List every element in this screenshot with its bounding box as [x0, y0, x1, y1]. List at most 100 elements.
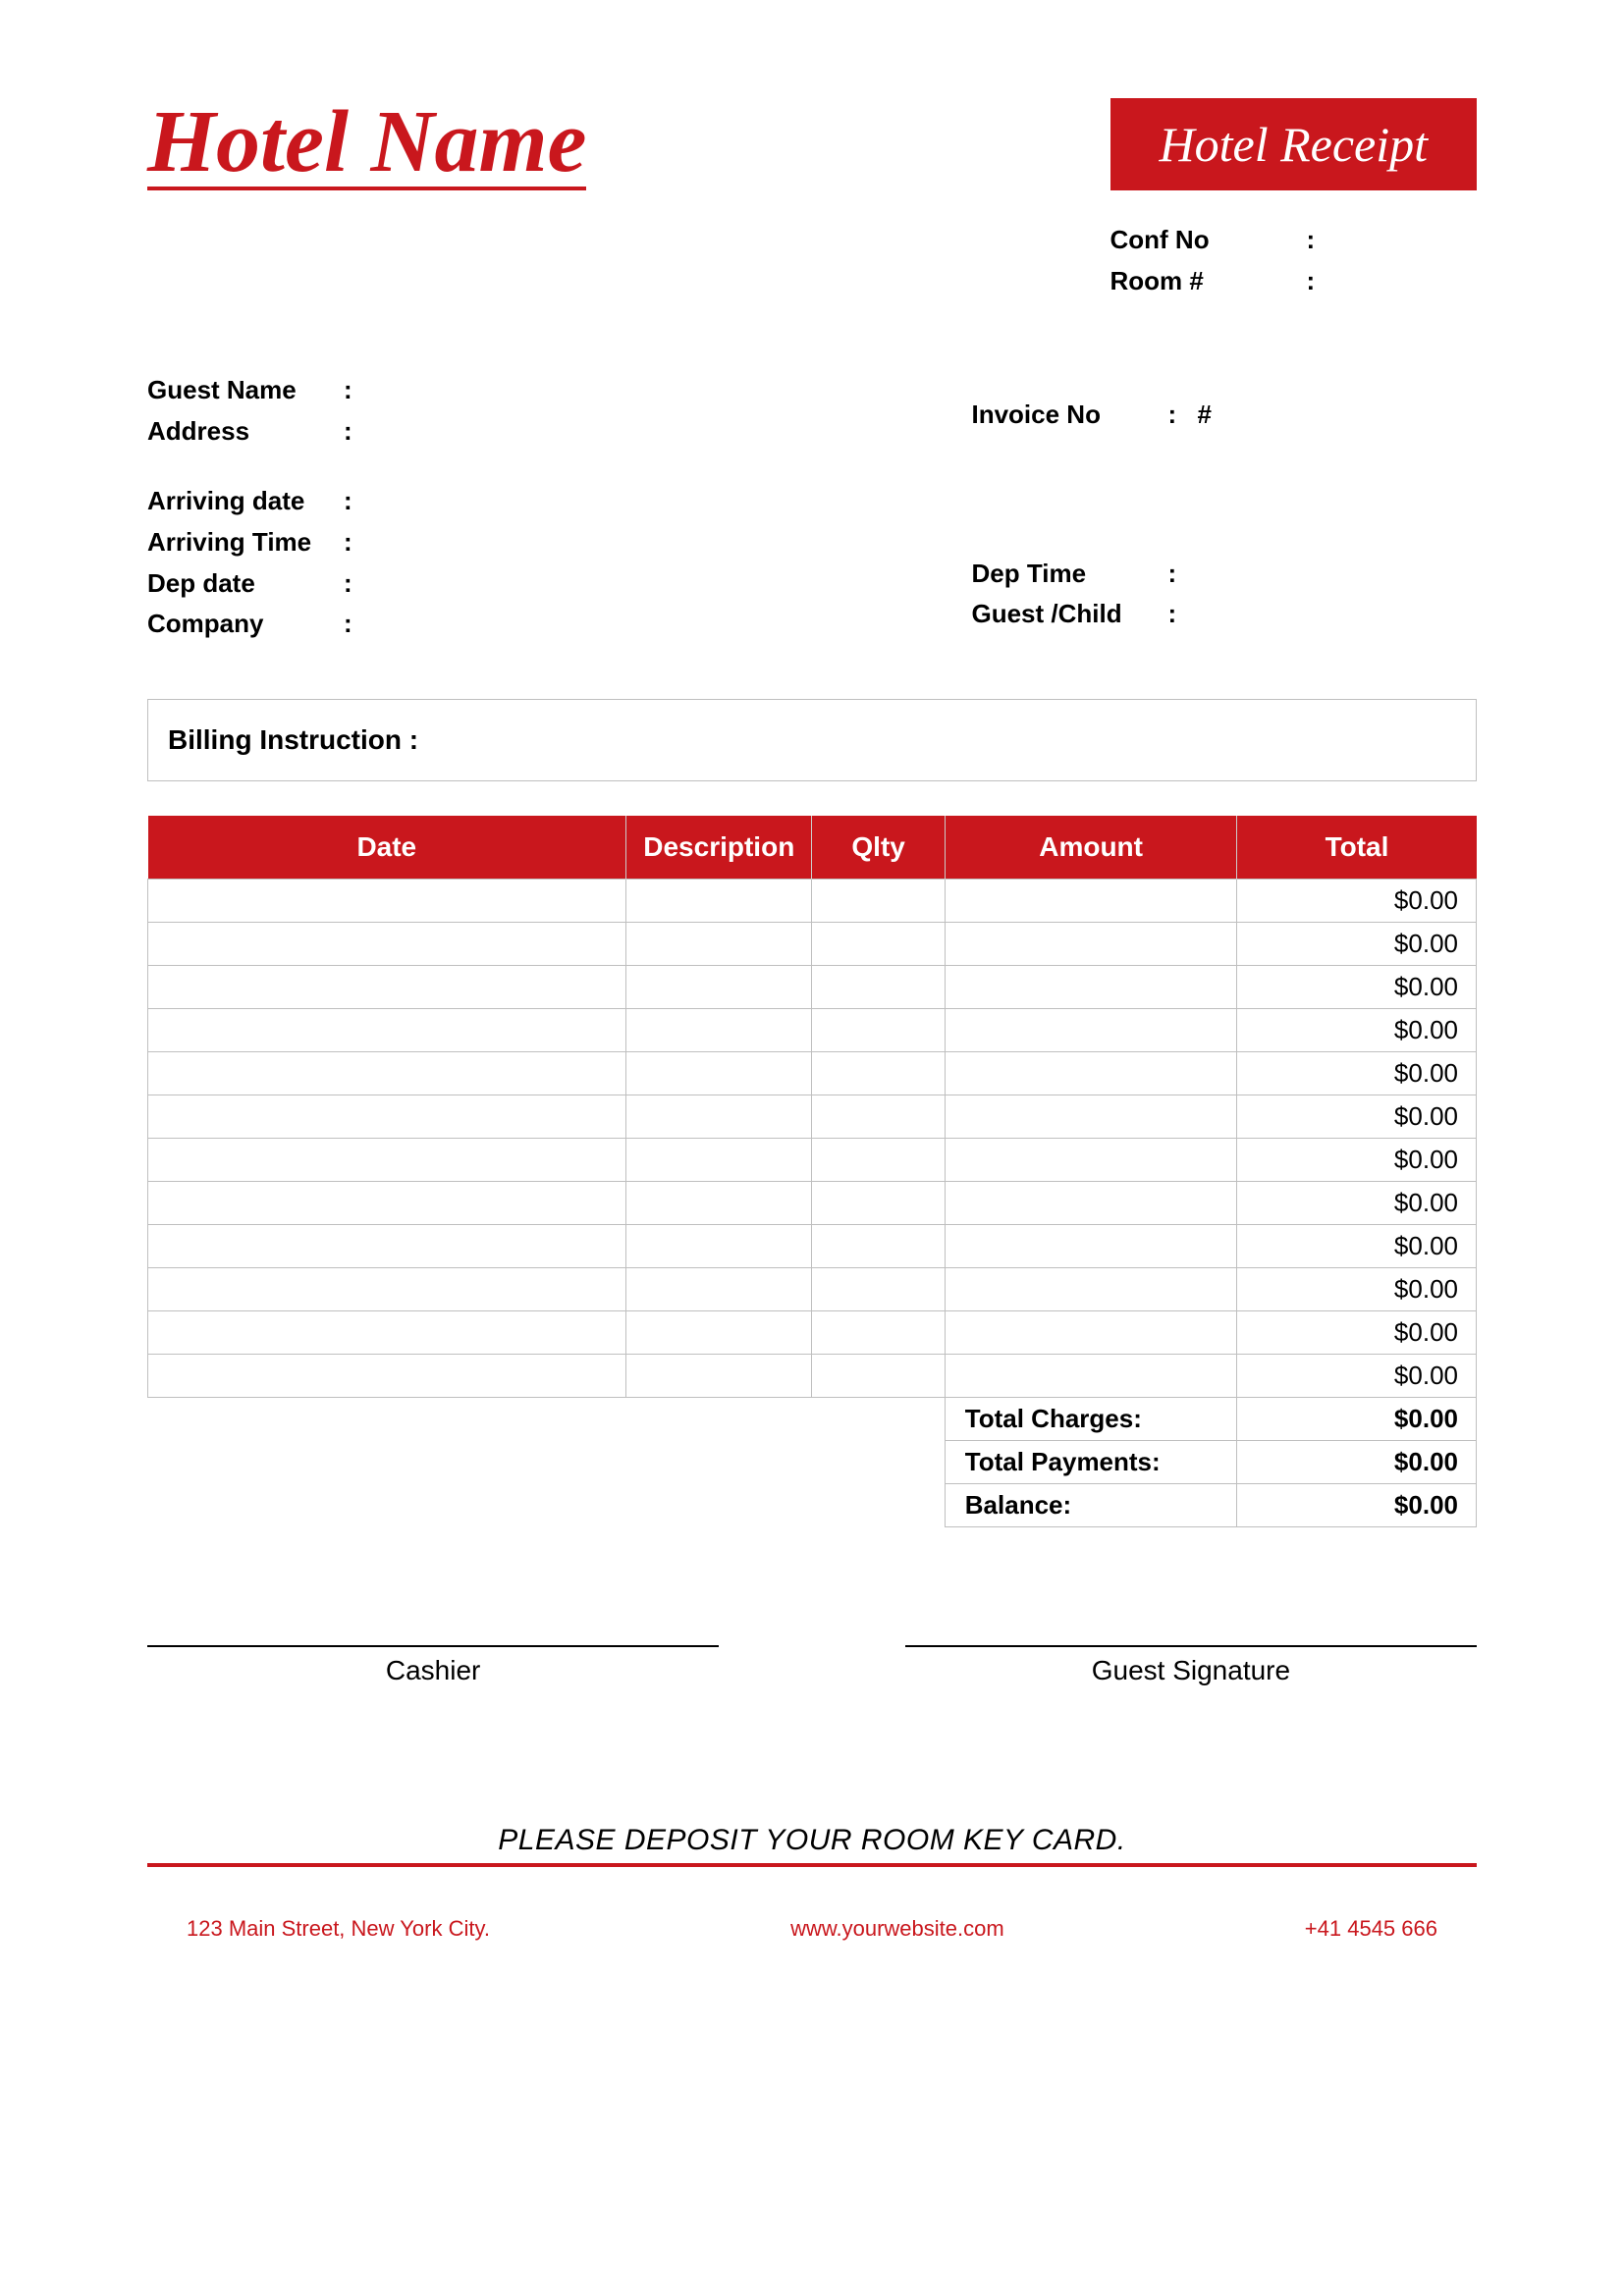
summary-row: Total Charges:$0.00 — [148, 1397, 1477, 1440]
meta-conf-no: Conf No : — [1110, 220, 1478, 261]
cell-date — [148, 1051, 626, 1095]
signature-line — [147, 1645, 719, 1647]
cell-description — [626, 1051, 812, 1095]
table-row: $0.00 — [148, 879, 1477, 922]
table-row: $0.00 — [148, 1138, 1477, 1181]
cell-description — [626, 1310, 812, 1354]
meta-colon: : — [344, 604, 373, 645]
table-row: $0.00 — [148, 965, 1477, 1008]
billing-instruction: Billing Instruction : — [147, 699, 1477, 781]
summary-body: Total Charges:$0.00Total Payments:$0.00B… — [148, 1397, 1477, 1526]
cell-total: $0.00 — [1237, 1310, 1477, 1354]
cell-date — [148, 1224, 626, 1267]
table-row: $0.00 — [148, 1181, 1477, 1224]
meta-label: Room # — [1110, 261, 1307, 302]
cashier-label: Cashier — [147, 1655, 719, 1686]
meta-label: Company — [147, 604, 344, 645]
cell-qty — [812, 1138, 945, 1181]
cell-qty — [812, 1267, 945, 1310]
th-total: Total — [1237, 816, 1477, 880]
summary-value: $0.00 — [1237, 1440, 1477, 1483]
cell-amount — [945, 879, 1237, 922]
cell-description — [626, 1008, 812, 1051]
receipt-page: Hotel Name Hotel Receipt Conf No : Room … — [0, 0, 1624, 2001]
cell-date — [148, 1354, 626, 1397]
meta-label: Arriving date — [147, 481, 344, 522]
meta-label: Address — [147, 411, 344, 453]
summary-value: $0.00 — [1237, 1397, 1477, 1440]
cell-date — [148, 1138, 626, 1181]
meta-value — [373, 563, 879, 605]
meta-value — [373, 481, 879, 522]
meta-value — [1197, 594, 1477, 635]
cell-description — [626, 1354, 812, 1397]
meta-guest-name: Guest Name : — [147, 370, 879, 411]
cell-qty — [812, 879, 945, 922]
cell-qty — [812, 1181, 945, 1224]
cell-total: $0.00 — [1237, 1138, 1477, 1181]
meta-invoice: Invoice No : # — [971, 395, 1477, 436]
cell-date — [148, 1267, 626, 1310]
meta-colon: : — [344, 370, 373, 411]
cell-total: $0.00 — [1237, 1008, 1477, 1051]
summary-row: Total Payments:$0.00 — [148, 1440, 1477, 1483]
cell-description — [626, 1138, 812, 1181]
meta-colon: : — [1307, 261, 1336, 302]
meta-colon: : — [344, 522, 373, 563]
cell-qty — [812, 922, 945, 965]
table-row: $0.00 — [148, 1008, 1477, 1051]
cell-total: $0.00 — [1237, 879, 1477, 922]
meta-colon: : — [1167, 395, 1197, 436]
cell-qty — [812, 1051, 945, 1095]
footer-website: www.yourwebsite.com — [790, 1916, 1004, 1942]
summary-value: $0.00 — [1237, 1483, 1477, 1526]
meta-colon: : — [344, 411, 373, 453]
th-date: Date — [148, 816, 626, 880]
meta-address: Address : — [147, 411, 879, 453]
header-right-col: Hotel Receipt Conf No : Room # : — [1110, 98, 1478, 301]
th-description: Description — [626, 816, 812, 880]
meta-label: Conf No — [1110, 220, 1307, 261]
meta-guest-child: Guest /Child : — [971, 594, 1477, 635]
meta-colon: : — [1307, 220, 1336, 261]
meta-left-stay: Arriving date : Arriving Time : Dep date… — [147, 481, 879, 644]
cell-qty — [812, 1354, 945, 1397]
summary-blank — [148, 1397, 946, 1440]
th-qlty: Qlty — [812, 816, 945, 880]
cell-total: $0.00 — [1237, 1051, 1477, 1095]
cell-total: $0.00 — [1237, 1267, 1477, 1310]
meta-label: Guest Name — [147, 370, 344, 411]
cell-amount — [945, 1181, 1237, 1224]
guest-signature: Guest Signature — [905, 1645, 1477, 1686]
summary-row: Balance:$0.00 — [148, 1483, 1477, 1526]
meta-label: Dep Time — [971, 554, 1167, 595]
meta-arriving-time: Arriving Time : — [147, 522, 879, 563]
cell-total: $0.00 — [1237, 1181, 1477, 1224]
meta-colon: : — [344, 481, 373, 522]
cell-amount — [945, 1224, 1237, 1267]
cell-date — [148, 1008, 626, 1051]
meta-room-no: Room # : — [1110, 261, 1478, 302]
meta-value — [373, 522, 879, 563]
signatures-row: Cashier Guest Signature — [147, 1645, 1477, 1686]
table-row: $0.00 — [148, 922, 1477, 965]
cell-amount — [945, 1354, 1237, 1397]
summary-label: Balance: — [945, 1483, 1237, 1526]
meta-dep-date: Dep date : — [147, 563, 879, 605]
table-row: $0.00 — [148, 1224, 1477, 1267]
cell-description — [626, 1095, 812, 1138]
guest-signature-label: Guest Signature — [905, 1655, 1477, 1686]
cell-total: $0.00 — [1237, 1354, 1477, 1397]
cell-date — [148, 965, 626, 1008]
cell-qty — [812, 1008, 945, 1051]
cell-total: $0.00 — [1237, 1224, 1477, 1267]
items-table-head: Date Description Qlty Amount Total — [148, 816, 1477, 880]
meta-label: Guest /Child — [971, 594, 1167, 635]
cell-amount — [945, 965, 1237, 1008]
cell-description — [626, 1267, 812, 1310]
meta-value — [1336, 220, 1478, 261]
meta-value: # — [1197, 395, 1477, 436]
header-row: Hotel Name Hotel Receipt Conf No : Room … — [147, 98, 1477, 301]
items-table: Date Description Qlty Amount Total $0.00… — [147, 816, 1477, 1527]
table-row: $0.00 — [148, 1310, 1477, 1354]
